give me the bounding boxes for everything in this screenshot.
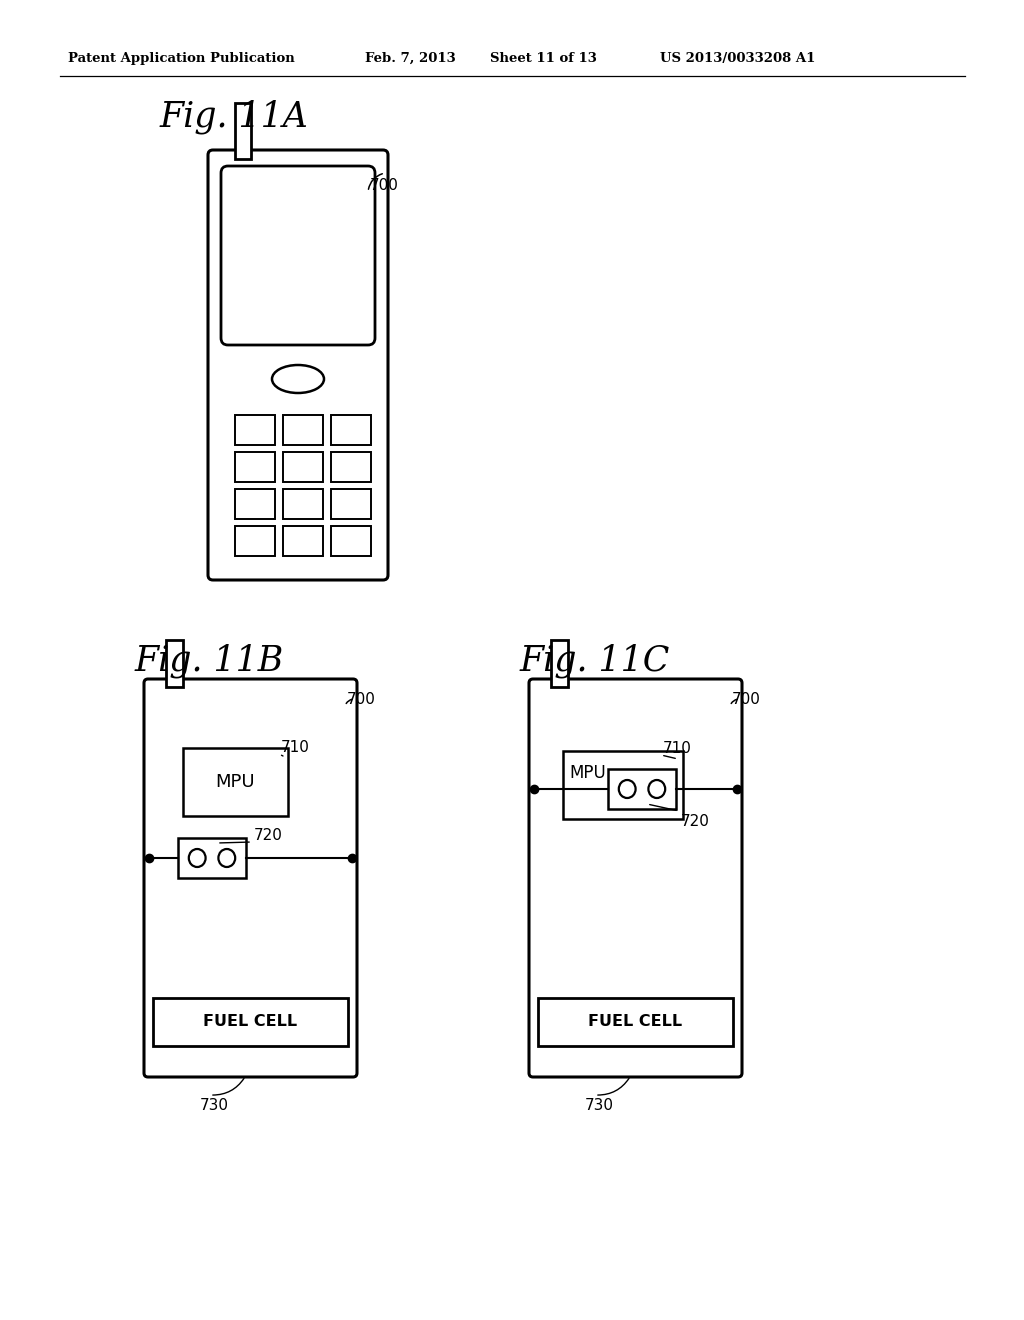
- Bar: [563, 751, 683, 818]
- FancyBboxPatch shape: [529, 678, 742, 1077]
- FancyBboxPatch shape: [208, 150, 388, 579]
- Bar: [551, 640, 568, 686]
- Text: Feb. 7, 2013: Feb. 7, 2013: [365, 51, 456, 65]
- Text: 700: 700: [347, 692, 376, 708]
- Text: 710: 710: [281, 741, 310, 755]
- Text: 700: 700: [370, 178, 399, 193]
- Ellipse shape: [648, 780, 666, 799]
- Text: 720: 720: [254, 828, 283, 843]
- Bar: [153, 998, 348, 1045]
- Ellipse shape: [272, 366, 324, 393]
- Bar: [178, 838, 246, 878]
- Text: 700: 700: [732, 692, 761, 708]
- Text: Fig. 11C: Fig. 11C: [520, 643, 671, 677]
- Text: MPU: MPU: [569, 764, 606, 781]
- Bar: [283, 525, 323, 556]
- Bar: [538, 998, 733, 1045]
- Text: MPU: MPU: [216, 774, 255, 791]
- Text: US 2013/0033208 A1: US 2013/0033208 A1: [660, 51, 815, 65]
- Bar: [166, 640, 183, 686]
- Ellipse shape: [188, 849, 206, 867]
- Text: 730: 730: [585, 1098, 614, 1113]
- Bar: [283, 451, 323, 482]
- Ellipse shape: [618, 780, 636, 799]
- FancyBboxPatch shape: [144, 678, 357, 1077]
- Text: 730: 730: [200, 1098, 229, 1113]
- Text: Sheet 11 of 13: Sheet 11 of 13: [490, 51, 597, 65]
- Text: Patent Application Publication: Patent Application Publication: [68, 51, 295, 65]
- FancyBboxPatch shape: [221, 166, 375, 345]
- Bar: [234, 488, 275, 519]
- Bar: [331, 451, 371, 482]
- Bar: [331, 525, 371, 556]
- Bar: [283, 414, 323, 445]
- Bar: [234, 451, 275, 482]
- Ellipse shape: [218, 849, 236, 867]
- Bar: [608, 770, 676, 809]
- Bar: [183, 748, 288, 816]
- Text: Fig. 11A: Fig. 11A: [160, 100, 309, 135]
- Text: Fig. 11B: Fig. 11B: [135, 643, 285, 677]
- Bar: [234, 414, 275, 445]
- Text: FUEL CELL: FUEL CELL: [204, 1015, 298, 1030]
- Text: 720: 720: [681, 814, 710, 829]
- Bar: [283, 488, 323, 519]
- Text: FUEL CELL: FUEL CELL: [589, 1015, 683, 1030]
- Text: 710: 710: [663, 741, 692, 756]
- Bar: [234, 103, 251, 158]
- Bar: [234, 525, 275, 556]
- Bar: [331, 488, 371, 519]
- Bar: [331, 414, 371, 445]
